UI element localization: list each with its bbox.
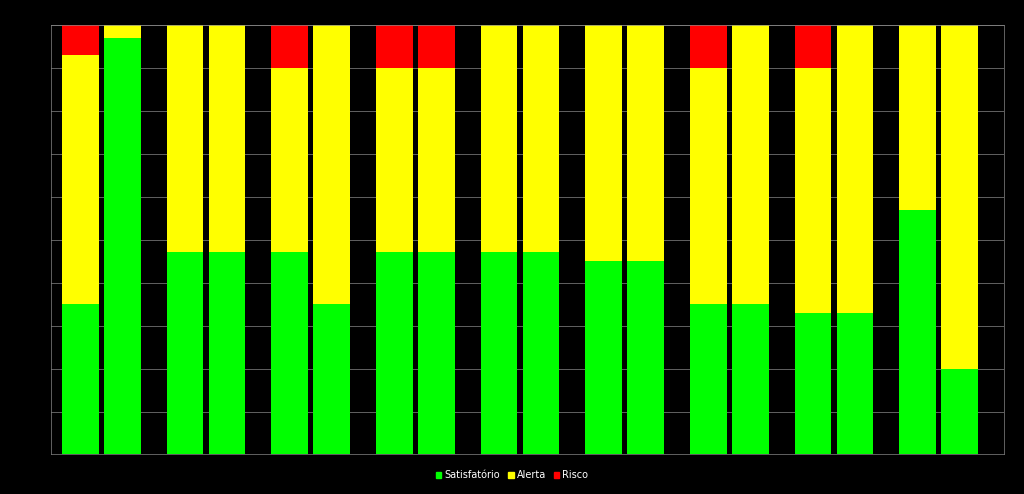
Bar (941, 369, 978, 454)
Bar (104, 25, 140, 38)
Bar (899, 25, 936, 209)
Bar (418, 68, 455, 252)
Bar (104, 38, 140, 454)
Bar (690, 25, 727, 68)
Bar (62, 304, 98, 454)
Bar (62, 55, 98, 304)
Bar (795, 25, 831, 68)
Bar (271, 252, 308, 454)
Bar (376, 25, 413, 68)
Bar (167, 25, 204, 252)
Bar (418, 25, 455, 68)
Bar (522, 25, 559, 252)
Bar (628, 261, 664, 454)
Bar (271, 25, 308, 68)
Legend: Satisfatório, Alerta, Risco: Satisfatório, Alerta, Risco (432, 466, 592, 484)
Bar (522, 252, 559, 454)
Bar (837, 25, 873, 313)
Bar (941, 25, 978, 369)
Bar (418, 252, 455, 454)
Bar (586, 261, 622, 454)
Bar (732, 25, 769, 304)
Bar (313, 25, 350, 304)
Bar (167, 252, 204, 454)
Bar (62, 25, 98, 55)
Bar (376, 68, 413, 252)
Bar (899, 209, 936, 454)
Bar (481, 252, 517, 454)
Bar (732, 304, 769, 454)
Bar (690, 68, 727, 304)
Bar (586, 25, 622, 261)
Bar (209, 25, 246, 252)
Bar (690, 304, 727, 454)
Bar (795, 313, 831, 454)
Bar (271, 68, 308, 252)
Bar (481, 25, 517, 252)
Bar (313, 304, 350, 454)
Bar (837, 313, 873, 454)
Bar (628, 25, 664, 261)
Bar (209, 252, 246, 454)
Bar (376, 252, 413, 454)
Bar (795, 68, 831, 313)
